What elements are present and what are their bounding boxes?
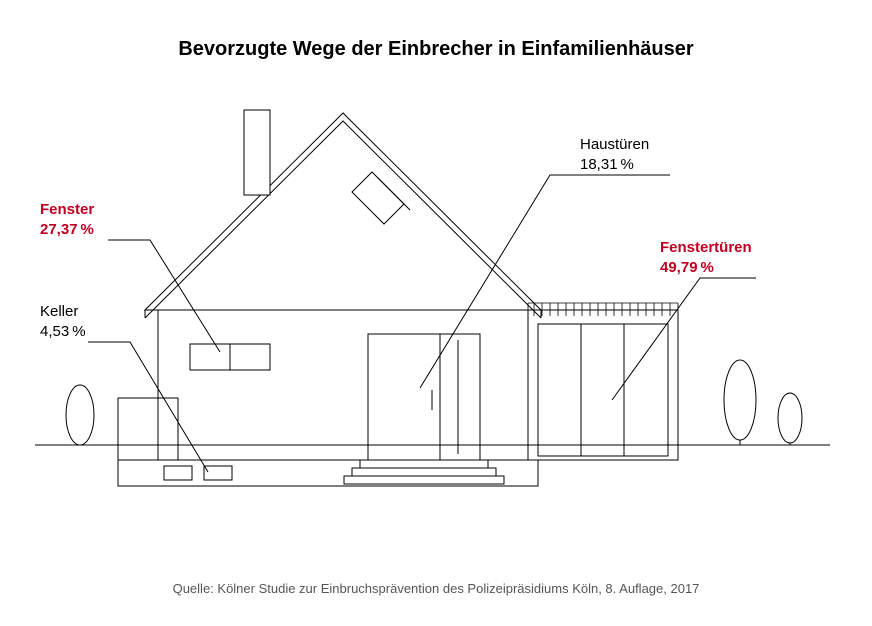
house-diagram <box>0 0 872 626</box>
source-citation: Quelle: Kölner Studie zur Einbruchspräve… <box>0 581 872 596</box>
